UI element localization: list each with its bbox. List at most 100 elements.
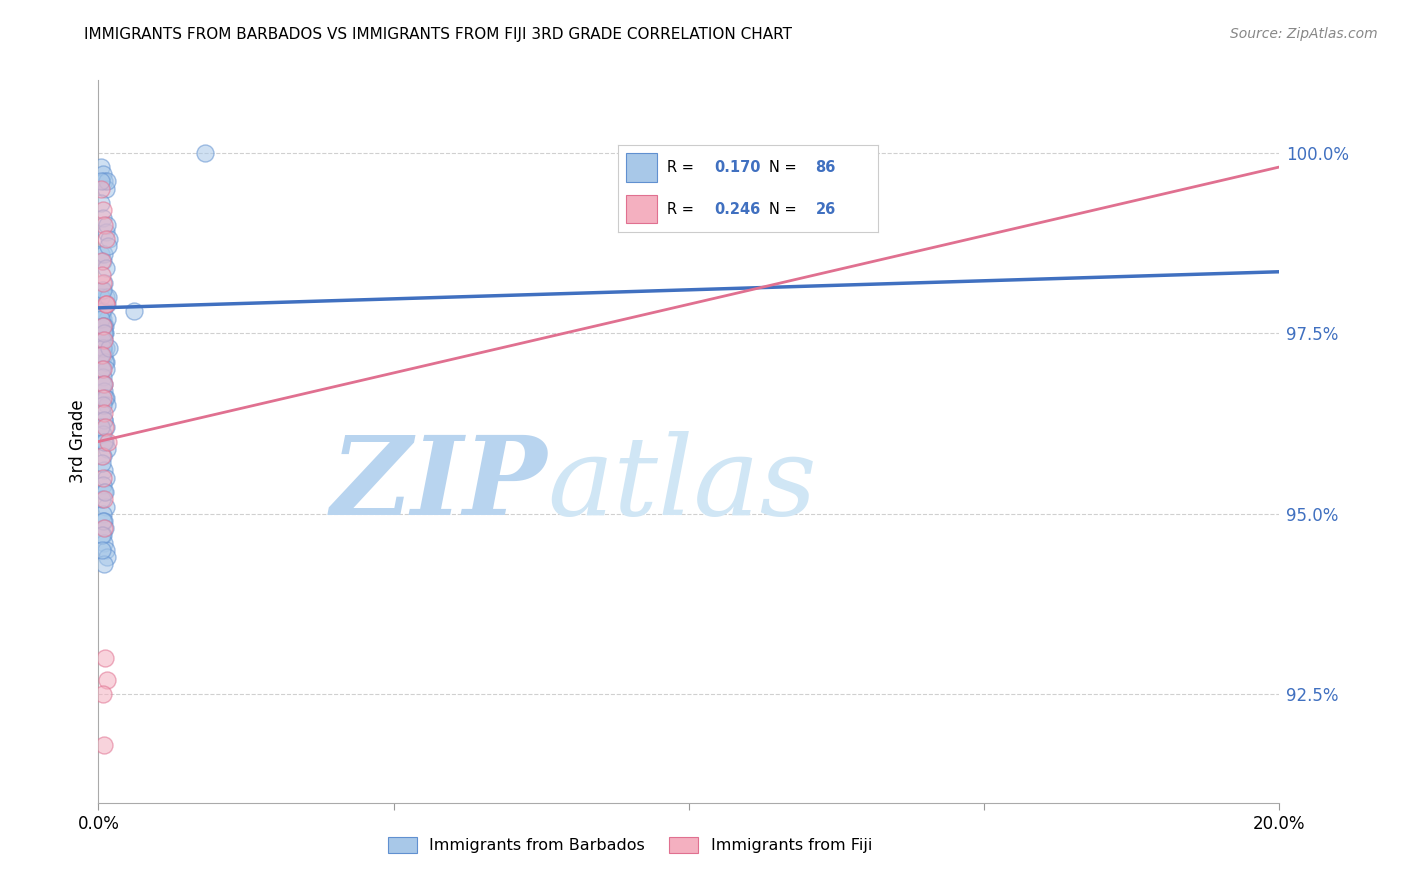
- Point: [93, 521, 115, 535]
- Text: IMMIGRANTS FROM BARBADOS VS IMMIGRANTS FROM FIJI 3RD GRADE CORRELATION CHART: IMMIGRANTS FROM BARBADOS VS IMMIGRANTS F…: [84, 27, 793, 42]
- Point: [93, 514, 115, 528]
- Legend: Immigrants from Barbados, Immigrants from Fiji: Immigrants from Barbados, Immigrants fro…: [381, 830, 879, 860]
- Point: [91, 311, 114, 326]
- Point: [91, 167, 114, 181]
- Point: [91, 268, 114, 283]
- Point: [91, 456, 114, 470]
- Point: [91, 514, 114, 528]
- Point: [90, 246, 112, 260]
- Point: [96, 218, 118, 232]
- Point: [90, 420, 112, 434]
- Point: [90, 290, 112, 304]
- Point: [91, 211, 114, 225]
- Point: [94, 318, 117, 333]
- Point: [91, 369, 114, 384]
- Point: [91, 318, 114, 333]
- Point: [122, 304, 145, 318]
- Point: [96, 174, 118, 188]
- Point: [91, 341, 114, 355]
- Point: [91, 398, 114, 412]
- Point: [93, 384, 115, 398]
- Point: [94, 485, 117, 500]
- Point: [91, 687, 114, 701]
- Point: [91, 304, 114, 318]
- Point: [94, 391, 117, 405]
- Point: [94, 341, 117, 355]
- Point: [94, 355, 117, 369]
- Point: [91, 253, 114, 268]
- Point: [94, 391, 117, 405]
- Point: [93, 434, 115, 449]
- Point: [93, 558, 115, 572]
- Point: [93, 406, 115, 420]
- Point: [93, 218, 115, 232]
- Point: [96, 442, 118, 456]
- Point: [91, 283, 114, 297]
- Point: [94, 521, 117, 535]
- Point: [91, 348, 114, 362]
- Point: [91, 362, 114, 376]
- Point: [94, 420, 117, 434]
- Point: [96, 398, 118, 412]
- Point: [93, 276, 115, 290]
- Point: [91, 334, 114, 348]
- Point: [90, 160, 112, 174]
- Point: [91, 253, 114, 268]
- Point: [97, 434, 120, 449]
- Point: [94, 434, 117, 449]
- Point: [94, 326, 117, 341]
- Point: [94, 225, 117, 239]
- Point: [96, 673, 118, 687]
- Point: [94, 261, 117, 276]
- Point: [91, 203, 114, 218]
- Point: [93, 326, 115, 341]
- Point: [91, 478, 114, 492]
- Point: [94, 420, 117, 434]
- Point: [91, 304, 114, 318]
- Point: [91, 507, 114, 521]
- Point: [93, 326, 115, 341]
- Point: [94, 297, 117, 311]
- Point: [91, 341, 114, 355]
- Text: atlas: atlas: [547, 431, 817, 539]
- Point: [90, 174, 112, 188]
- Point: [94, 651, 117, 665]
- Point: [94, 290, 117, 304]
- Point: [93, 413, 115, 427]
- Point: [91, 471, 114, 485]
- Point: [94, 362, 117, 376]
- Point: [93, 376, 115, 391]
- Point: [94, 542, 117, 557]
- Point: [93, 376, 115, 391]
- Point: [91, 528, 114, 542]
- Point: [93, 413, 115, 427]
- Text: Source: ZipAtlas.com: Source: ZipAtlas.com: [1230, 27, 1378, 41]
- Point: [94, 232, 117, 246]
- Point: [91, 542, 114, 557]
- Point: [96, 297, 118, 311]
- Point: [93, 174, 115, 188]
- Point: [93, 463, 115, 477]
- Point: [91, 276, 114, 290]
- Point: [90, 196, 112, 211]
- Point: [90, 348, 112, 362]
- Point: [91, 283, 114, 297]
- Point: [93, 334, 115, 348]
- Point: [93, 535, 115, 549]
- Y-axis label: 3rd Grade: 3rd Grade: [69, 400, 87, 483]
- Text: ZIP: ZIP: [330, 431, 547, 539]
- Point: [91, 449, 114, 463]
- Point: [94, 471, 117, 485]
- Point: [97, 239, 120, 253]
- Point: [91, 528, 114, 542]
- Point: [93, 485, 115, 500]
- Point: [98, 232, 121, 246]
- Point: [94, 500, 117, 514]
- Point: [93, 334, 115, 348]
- Point: [91, 406, 114, 420]
- Point: [91, 449, 114, 463]
- Point: [93, 738, 115, 752]
- Point: [93, 318, 115, 333]
- Point: [96, 311, 118, 326]
- Point: [98, 341, 121, 355]
